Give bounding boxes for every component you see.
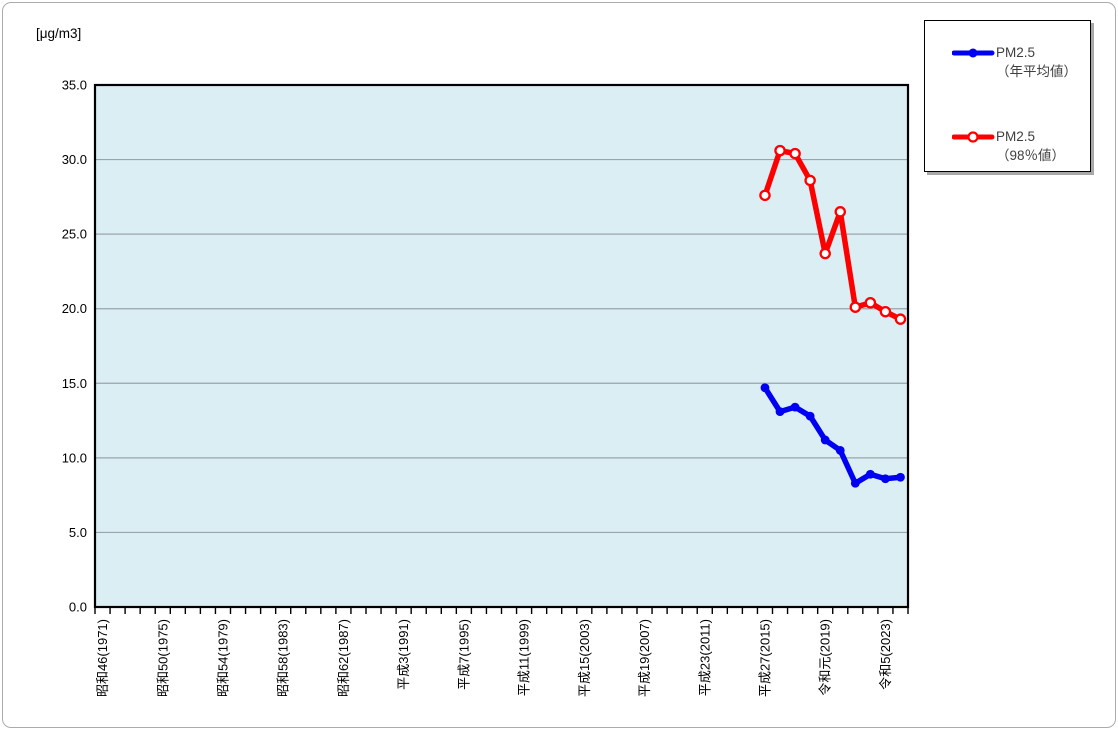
y-axis-tick-label: 5.0 — [69, 525, 87, 540]
data-point-marker — [759, 189, 771, 202]
data-point-marker — [804, 174, 816, 187]
x-axis-tick-label: 平成3(1991) — [396, 619, 411, 690]
legend-label: （年平均値） — [996, 64, 1077, 80]
x-axis-tick-label: 平成11(1999) — [517, 619, 532, 696]
y-axis-tick-label: 25.0 — [62, 227, 87, 242]
legend-item-annual-average: PM2.5 （年平均値） — [952, 43, 1090, 81]
x-axis-tick-label: 昭和54(1979) — [215, 619, 230, 697]
data-point-marker — [849, 301, 862, 313]
data-point-marker — [774, 144, 786, 157]
y-axis-tick-label: 15.0 — [62, 376, 87, 391]
x-axis-tick-label: 昭和58(1983) — [276, 619, 291, 697]
data-point-marker — [896, 472, 905, 482]
data-point-marker — [805, 411, 815, 421]
y-axis-tick-label: 0.0 — [69, 600, 87, 615]
legend-label: （98％値） — [996, 148, 1066, 164]
legend: PM2.5 （年平均値） PM2.5 （98％値） — [924, 20, 1091, 172]
y-axis-tick-label: 20.0 — [62, 301, 87, 316]
data-point-marker — [790, 402, 800, 412]
series-line-annual-average — [762, 385, 904, 486]
legend-label: PM2.5 — [996, 129, 1036, 145]
data-point-marker — [819, 247, 831, 260]
legend-label: PM2.5 — [996, 45, 1036, 60]
x-axis-tick-label: 平成27(2015) — [757, 619, 772, 697]
series-line-98th-percentile — [762, 147, 904, 322]
x-axis-tick-label: 平成7(1995) — [456, 619, 471, 690]
data-point-marker — [760, 383, 770, 393]
legend-line-marker-icon — [952, 48, 995, 58]
x-axis-tick-label: 平成23(2011) — [697, 619, 712, 696]
x-axis-tick-label: 昭和62(1987) — [336, 619, 351, 697]
legend-line-marker-icon — [952, 131, 995, 143]
x-axis-tick-label: 昭和46(1971) — [95, 619, 110, 697]
plot-border — [93, 83, 910, 609]
plot-area — [95, 85, 908, 607]
legend-item-98th-percentile: PM2.5 （98％値） — [952, 127, 1090, 165]
x-axis-tick-label: 令和5(2023) — [878, 619, 893, 690]
data-point-marker — [820, 435, 830, 445]
data-point-marker — [789, 147, 801, 160]
y-axis-unit-label: [μg/m3] — [36, 26, 81, 41]
data-point-marker — [881, 474, 890, 484]
x-axis-tick-label: 令和元(2019) — [818, 619, 833, 696]
data-point-marker — [850, 478, 860, 488]
data-point-marker — [775, 407, 785, 417]
data-point-marker — [864, 296, 877, 309]
y-axis-tick-label: 10.0 — [62, 450, 87, 465]
x-axis-tick-label: 平成19(2007) — [637, 619, 652, 697]
data-point-marker — [834, 206, 847, 218]
y-axis-tick-label: 30.0 — [62, 152, 87, 167]
x-axis-tick-label: 平成15(2003) — [577, 619, 592, 697]
y-axis-tick-label: 35.0 — [62, 78, 87, 93]
data-point-marker — [865, 469, 875, 479]
data-point-marker — [835, 446, 845, 455]
x-axis-tick-label: 昭和50(1975) — [155, 619, 170, 697]
data-point-marker — [879, 305, 892, 318]
data-point-marker — [894, 313, 907, 325]
